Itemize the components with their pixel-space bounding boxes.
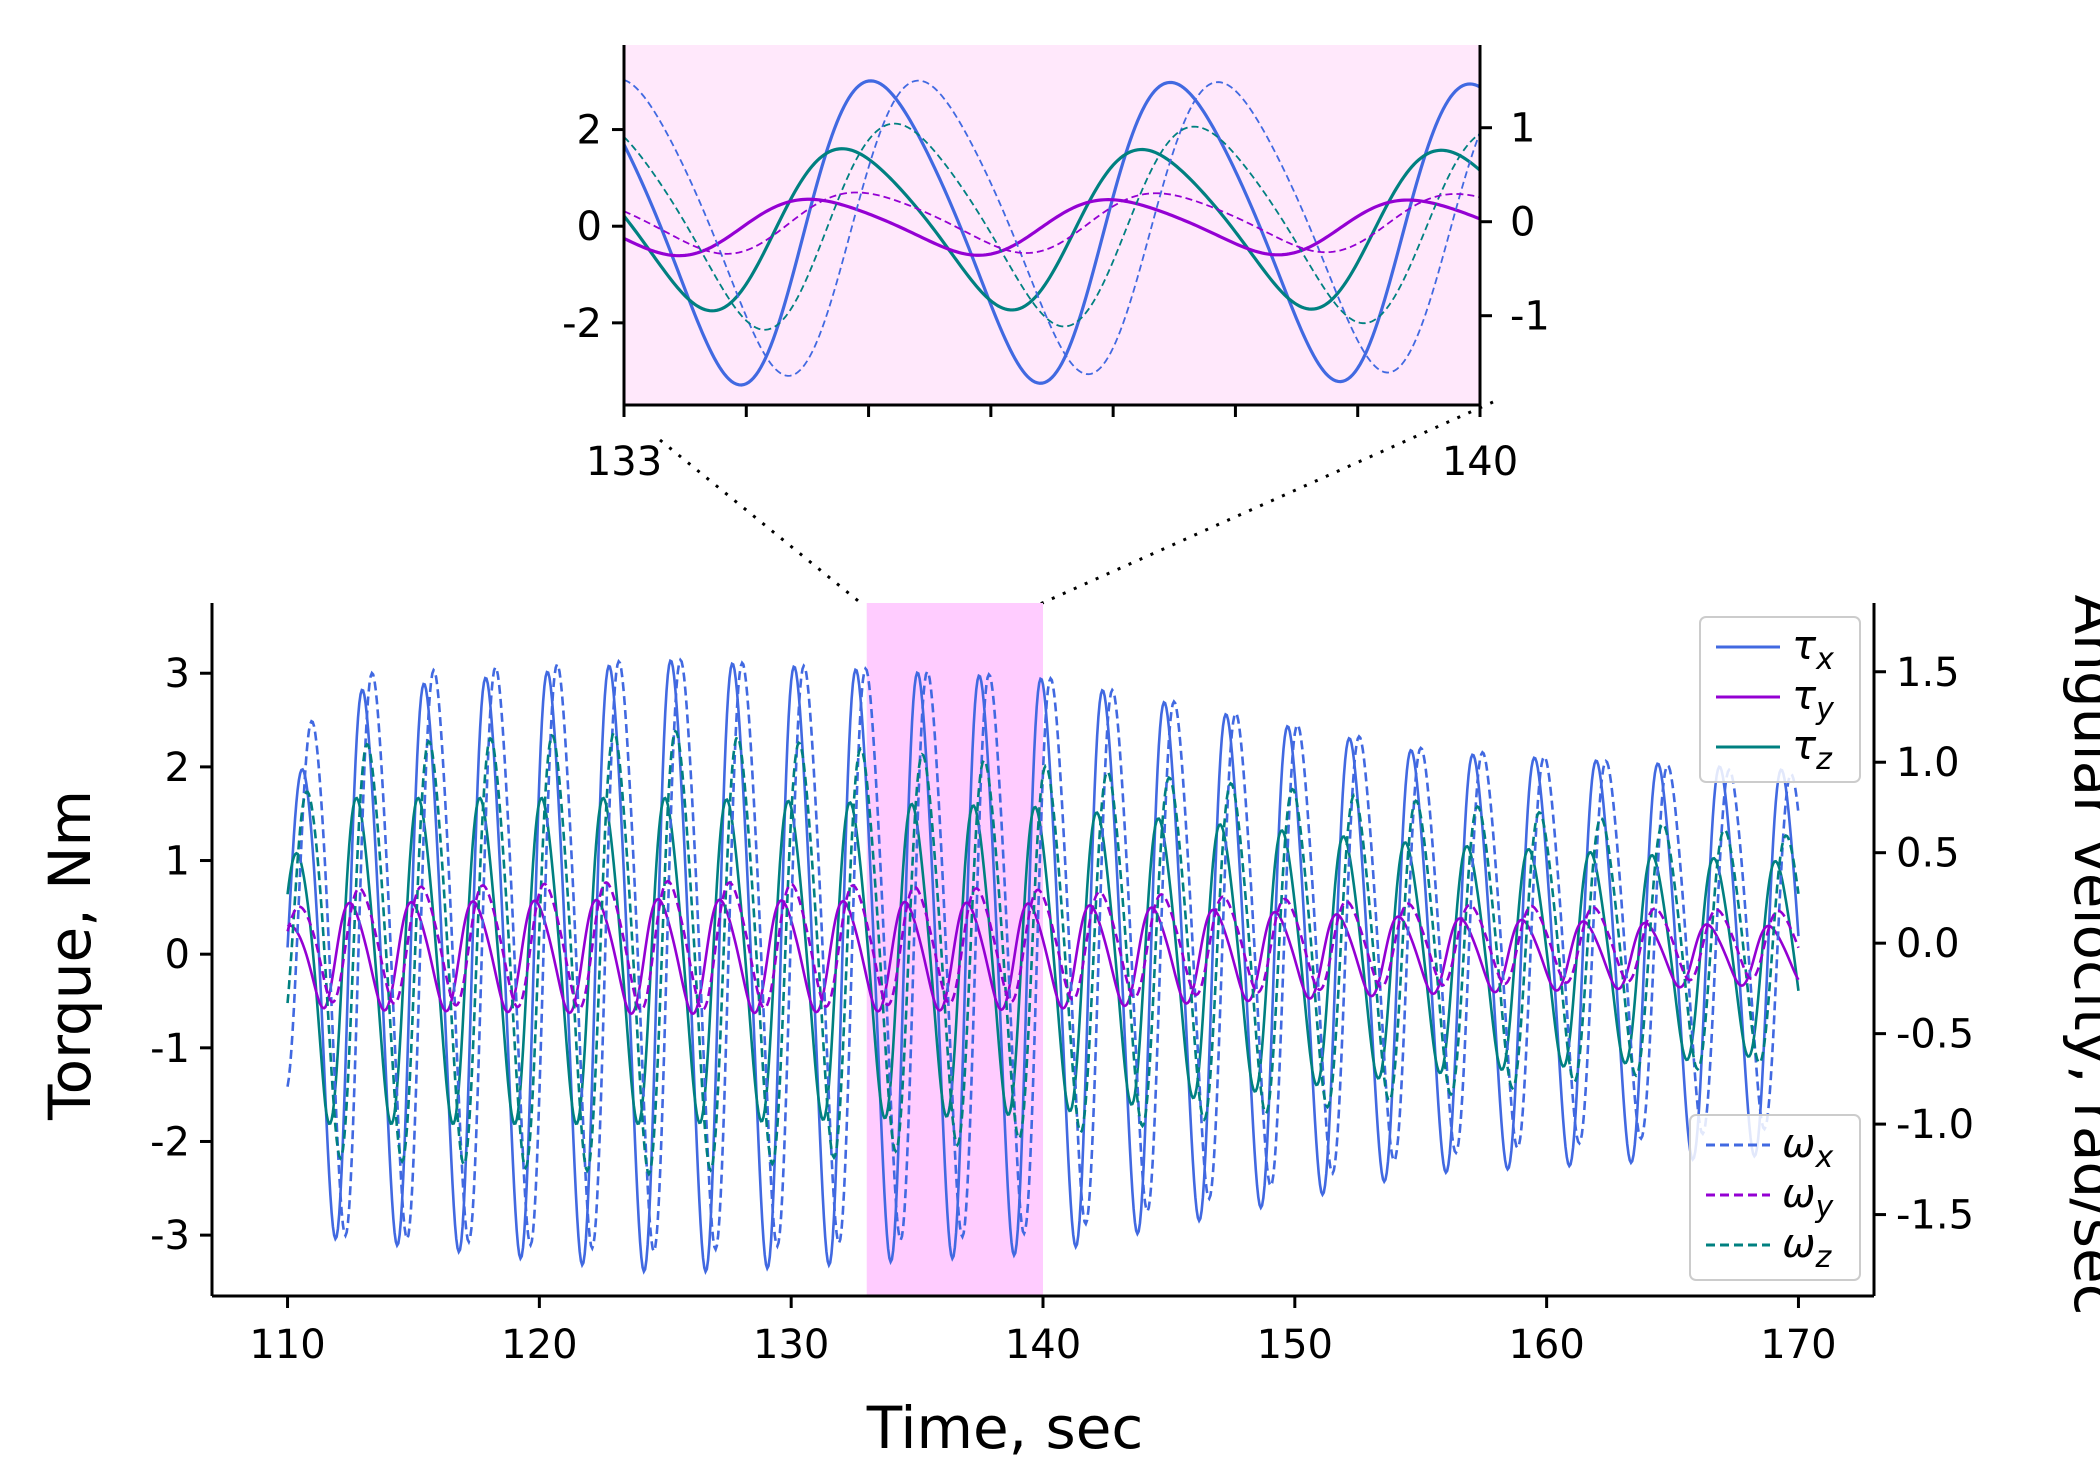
y-left-tick-label: 1	[165, 839, 190, 885]
inset-series-omega-z	[624, 122, 1480, 331]
inset-y-right-tick-label: 0	[1510, 200, 1535, 246]
x-tick-label: 110	[249, 1322, 325, 1368]
x-axis-label: Time, sec	[866, 1394, 1144, 1462]
inset-series-omega-y	[624, 191, 1480, 255]
main-series-tau-y	[286, 897, 1800, 1016]
inset-y-right-tick-label: 1	[1510, 106, 1535, 152]
inset-series-group	[624, 79, 1480, 387]
legend-entry: ωy	[1782, 1171, 1835, 1225]
inset-series-tau-y	[624, 197, 1480, 258]
x-tick-label: 130	[753, 1322, 829, 1368]
inset-series-tau-x	[624, 79, 1480, 387]
y-left-tick-label: -3	[150, 1213, 190, 1259]
y-left-tick-label: 0	[165, 932, 190, 978]
inset-y-right-tick-label: -1	[1510, 294, 1550, 340]
main-series-tau-z	[286, 796, 1800, 1126]
x-tick-label: 120	[501, 1322, 577, 1368]
x-tick-label: 170	[1760, 1322, 1836, 1368]
y-axis-label-right: Angular velocity, rad/sec	[2061, 594, 2100, 1315]
x-tick-label: 150	[1257, 1322, 1333, 1368]
y-right-tick-label: 1.0	[1896, 740, 1960, 786]
y-right-tick-label: 0.0	[1896, 921, 1960, 967]
main-ticks: 110 120 130 140 150 160 170 3 2 1 0 -1 -2 -3 1.5 1.0 0.5…	[150, 650, 1974, 1368]
zoom-connector-left	[659, 438, 863, 606]
legend-entry: τy	[1792, 673, 1835, 727]
y-right-tick-label: 0.5	[1896, 831, 1960, 877]
inset-y-left-tick-label: 2	[577, 108, 602, 154]
y-right-tick-label: -1.0	[1896, 1102, 1974, 1148]
inset-plot: 133 140 2 0 -2 1 0 -1	[562, 45, 1550, 485]
legend-entry: ωz	[1782, 1221, 1833, 1275]
inset-y-left-tick-label: -2	[562, 301, 602, 347]
legend-velocity-box	[1689, 1114, 1861, 1281]
y-left-tick-label: -2	[150, 1119, 190, 1165]
legend-torque-box	[1699, 616, 1861, 783]
y-axis-label-left: Torque, Nm	[36, 790, 104, 1121]
y-right-tick-label: -1.5	[1896, 1193, 1974, 1239]
inset-x-tick-label: 133	[586, 439, 662, 485]
main-series-omega-z	[286, 729, 1800, 1177]
x-tick-label: 160	[1508, 1322, 1584, 1368]
y-right-tick-label: 1.5	[1896, 650, 1960, 696]
y-left-tick-label: -1	[150, 1026, 190, 1072]
inset-series-tau-z	[624, 147, 1480, 313]
y-left-tick-label: 3	[165, 651, 190, 697]
x-tick-label: 140	[1005, 1322, 1081, 1368]
main-plot: 110 120 130 140 150 160 170 3 2 1 0 -1 -2 -3 1.5 1.0 0.5…	[150, 603, 1974, 1368]
main-series-omega-y	[286, 879, 1800, 1012]
zoom-connector-right	[1039, 400, 1494, 606]
legend-entry: τz	[1792, 723, 1833, 777]
legend-entry: ωx	[1782, 1121, 1834, 1175]
y-left-tick-label: 2	[165, 745, 190, 791]
main-series-tau-x	[286, 658, 1800, 1276]
y-right-tick-label: -0.5	[1896, 1012, 1974, 1058]
inset-background	[624, 45, 1480, 405]
main-series-group	[286, 657, 1800, 1276]
legend-entry: τx	[1792, 623, 1834, 677]
inset-ticks: 133 140 2 0 -2 1 0 -1	[562, 106, 1550, 485]
inset-y-left-tick-label: 0	[577, 204, 602, 250]
inset-x-tick-label: 140	[1442, 439, 1518, 485]
